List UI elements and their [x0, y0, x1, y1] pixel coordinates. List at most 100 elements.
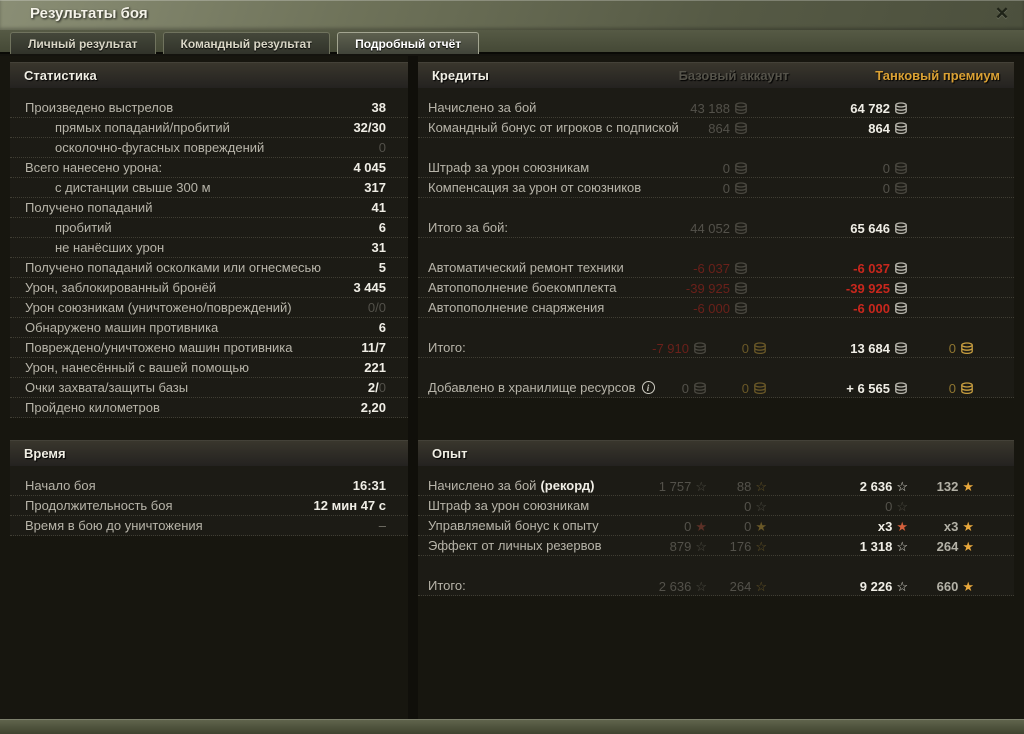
free-xp-star-icon: ☆ — [755, 538, 767, 554]
value-cell: -39 925 — [846, 278, 908, 298]
tab-detailed-report[interactable]: Подробный отчёт — [337, 32, 480, 54]
row-label: Компенсация за урон от союзников — [428, 180, 642, 195]
cell-value: 0 — [722, 160, 730, 176]
stats-row: Получено попаданий осколками или огнесме… — [10, 258, 408, 278]
xp-row — [418, 556, 1014, 576]
credits-row: Начислено за бой 43 188 64 782 — [418, 98, 1014, 118]
experience-title: Опыт — [432, 445, 468, 461]
cell-value: 13 684 — [850, 340, 890, 356]
tab-team-result[interactable]: Командный результат — [162, 32, 331, 54]
premium-account-column-header: Танковый премиум — [875, 67, 1000, 83]
xp-row: Начислено за бой (рекорд) 1 757 ☆ 88 ☆ 2 636 ☆ 1… — [418, 476, 1014, 496]
cell-value: + 6 565 — [846, 380, 890, 396]
value-cell: 1 757 ☆ — [659, 476, 707, 496]
credits-panel-header: Кредиты Базовый аккаунт Танковый премиум — [418, 62, 1014, 88]
credits-icon — [894, 281, 908, 295]
credits-row — [418, 138, 1014, 158]
credits-icon — [894, 181, 908, 195]
experience-panel: Опыт Начислено за бой (рекорд) 1 757 ☆ 88 ☆ 2 … — [418, 440, 1014, 596]
time-row: Продолжительность боя 12 мин 47 с — [10, 496, 408, 516]
row-label: Время в бою до уничтожения — [25, 518, 203, 533]
credits-icon — [894, 381, 908, 395]
xp-row: Штраф за урон союзникам 0 ☆ 0 ☆ — [418, 496, 1014, 516]
value-cell: 1 318 ☆ — [860, 536, 908, 556]
credits-icon — [894, 221, 908, 235]
row-label: Автопополнение боекомплекта — [428, 280, 617, 295]
value-cell: 2 636 ☆ — [659, 576, 707, 596]
credits-icon — [734, 301, 748, 315]
value-cell: 879 ☆ — [670, 536, 707, 556]
row-label: пробитий — [55, 220, 112, 235]
value-cell: 0 ☆ — [885, 496, 908, 516]
row-label: Получено попаданий — [25, 200, 153, 215]
credits-row: Штраф за урон союзникам 0 0 — [418, 158, 1014, 178]
cell-value: 88 — [736, 478, 752, 494]
close-icon[interactable]: ✕ — [994, 4, 1010, 23]
credits-icon — [734, 221, 748, 235]
cell-value: -6 000 — [853, 300, 890, 316]
gold-icon — [960, 381, 974, 395]
row-label: Урон союзникам (уничтожено/повреждений) — [25, 300, 292, 315]
row-value: 221 — [364, 360, 386, 375]
cell-value: 864 — [708, 120, 730, 136]
statistics-panel-header: Статистика — [10, 62, 408, 88]
row-label: Управляемый бонус к опыту — [428, 518, 599, 533]
row-label: Пройдено километров — [25, 400, 160, 415]
free-xp-star-icon: ★ — [962, 538, 974, 554]
xp-star-icon: ☆ — [695, 578, 707, 594]
xp-star-icon: ☆ — [896, 578, 908, 594]
xp-star-icon: ☆ — [755, 498, 767, 514]
value-cell: 660 ★ — [937, 576, 974, 596]
credits-row: Компенсация за урон от союзников 0 0 — [418, 178, 1014, 198]
cell-value: -6 037 — [693, 260, 730, 276]
row-label: прямых попаданий/пробитий — [55, 120, 230, 135]
row-label: Урон, нанесённый с вашей помощью — [25, 360, 249, 375]
value-cell: 0 — [883, 178, 908, 198]
credits-icon — [734, 161, 748, 175]
row-label: Очки захвата/защиты базы — [25, 380, 189, 395]
value-cell: 0 — [883, 158, 908, 178]
row-value: 2/0 — [367, 380, 386, 395]
cell-value: 879 — [669, 538, 692, 554]
time-panel: Время Начало боя 16:31 Продолжительность б… — [10, 440, 408, 536]
cell-value: 0 — [882, 160, 890, 176]
row-value: 41 — [371, 200, 386, 215]
stats-row: Повреждено/уничтожено машин противника 11… — [10, 338, 408, 358]
xp-row: Эффект от личных резервов 879 ☆ 176 ☆ 1 318 ☆ 2… — [418, 536, 1014, 556]
row-label: Итого за бой: — [428, 220, 509, 235]
credits-row: Автоматический ремонт техники -6 037 -6 0… — [418, 258, 1014, 278]
row-value: 2,20 — [360, 400, 386, 415]
stats-row: пробитий 6 — [10, 218, 408, 238]
credits-panel: Кредиты Базовый аккаунт Танковый премиум… — [418, 62, 1014, 398]
stats-row: не нанёсших урон 31 — [10, 238, 408, 258]
credits-icon — [894, 121, 908, 135]
gold-icon — [753, 341, 767, 355]
credits-row: Добавлено в хранилище ресурсов i 0 0 + 6 5… — [418, 378, 1014, 398]
stats-row: Всего нанесено урона: 4 045 — [10, 158, 408, 178]
free-xp-star-icon: ☆ — [755, 578, 767, 594]
value-cell: 64 782 — [850, 98, 908, 118]
row-value: 32/30 — [353, 120, 386, 135]
value-cell: 0 — [723, 158, 748, 178]
row-value: 38 — [371, 100, 386, 115]
value-cell: 44 052 — [690, 218, 748, 238]
cell-value: -6 037 — [853, 260, 890, 276]
credits-icon — [734, 181, 748, 195]
value-cell: -6 000 — [693, 298, 748, 318]
statistics-panel: Статистика Произведено выстрелов 38 прямых… — [10, 62, 408, 418]
credits-row: Итого за бой: 44 052 65 646 — [418, 218, 1014, 238]
info-icon[interactable]: i — [641, 381, 655, 394]
cell-value: 9 226 — [859, 578, 893, 594]
credits-icon — [734, 101, 748, 115]
xp-row: Итого: 2 636 ☆ 264 ☆ 9 226 ☆ 660 ★ — [418, 576, 1014, 596]
row-value: 0 — [378, 140, 386, 155]
row-value: 5 — [378, 260, 386, 275]
row-label: Всего нанесено урона: — [25, 160, 163, 175]
row-label: Начало боя — [25, 478, 96, 493]
free-xp-star-icon: ☆ — [755, 478, 767, 494]
cell-value: 0 — [684, 518, 692, 534]
tab-personal-result[interactable]: Личный результат — [10, 32, 156, 54]
cell-value: 864 — [868, 120, 890, 136]
row-label: с дистанции свыше 300 м — [55, 180, 211, 195]
cell-value: 0 — [882, 180, 890, 196]
